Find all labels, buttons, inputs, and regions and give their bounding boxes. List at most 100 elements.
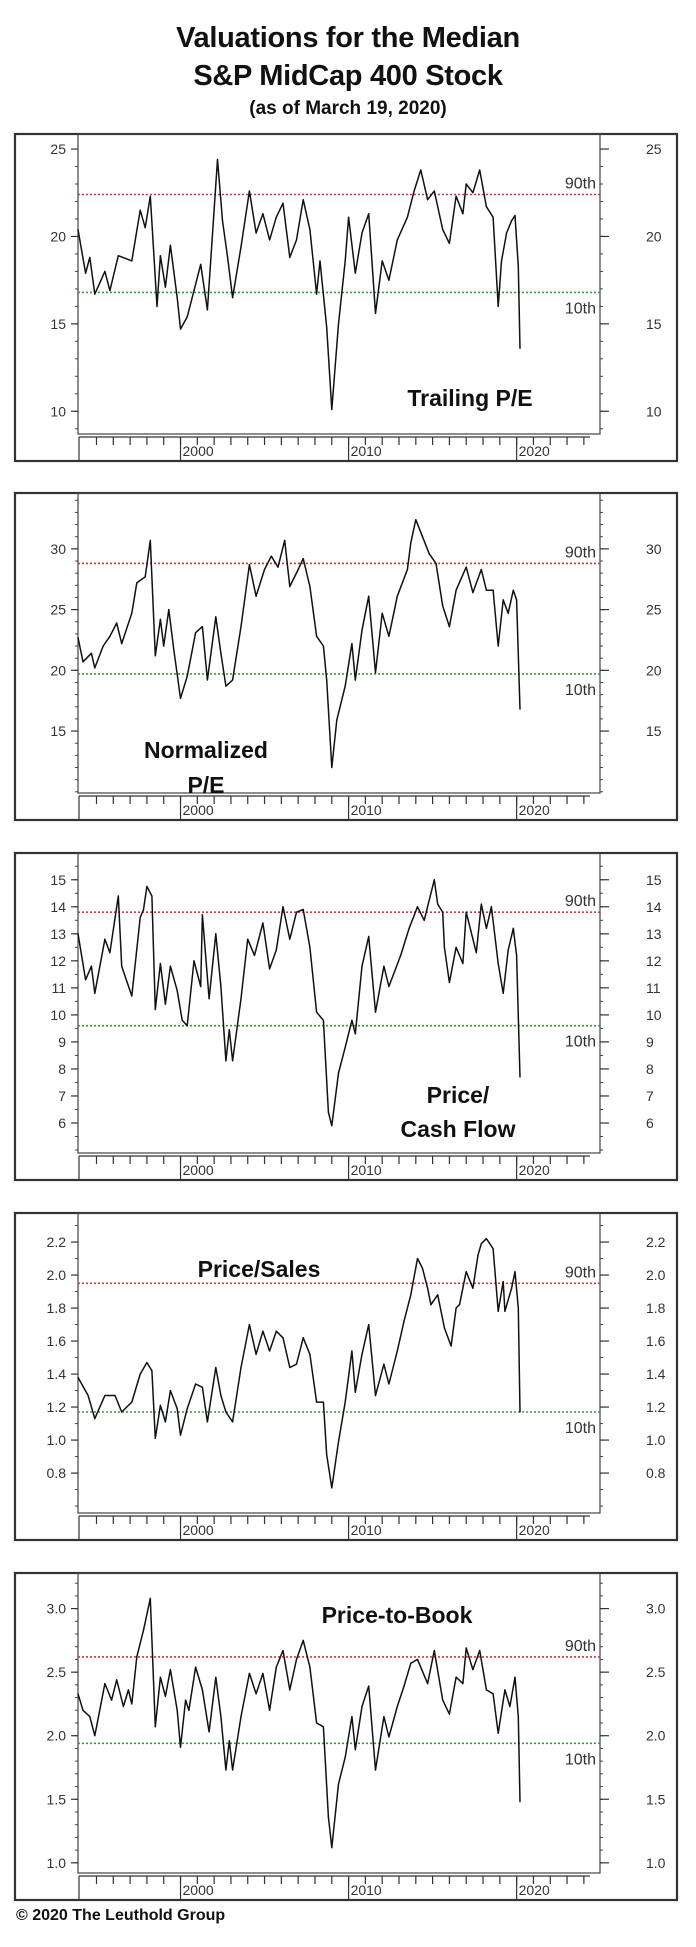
data-point: [188, 1709, 190, 1711]
data-point: [351, 1350, 353, 1352]
data-point: [159, 962, 161, 965]
data-point: [490, 906, 493, 908]
data-point: [396, 1350, 398, 1352]
data-point: [263, 568, 266, 571]
data-point: [282, 202, 284, 204]
y-tick-label-left: 15: [50, 723, 66, 739]
data-point: [354, 1033, 356, 1035]
data-point: [347, 216, 350, 218]
data-point: [479, 169, 481, 171]
data-point: [462, 962, 464, 965]
data-point: [159, 618, 161, 620]
data-point: [221, 220, 224, 222]
y-tick-label-right: 9: [646, 1034, 654, 1050]
data-point: [159, 255, 161, 257]
data-point: [337, 1783, 340, 1785]
data-point: [179, 697, 182, 699]
data-point: [516, 954, 518, 957]
x-tick-label: 2020: [519, 1882, 550, 1898]
y-tick-label-left: 12: [50, 953, 66, 969]
data-point: [232, 1060, 234, 1062]
data-point: [206, 1421, 209, 1423]
chart-panel-3: 6 6 7 7 8 8 9 9 10 10 11 11 12 12 13 13 14 14 15 15 2000 2010…: [13, 851, 679, 1182]
chart-panel-4: 0.8 0.8 1.0 1.0 1.2 1.2 1.4 1.4 1.6 1.6 1.8 1.8 2.0 2…: [13, 1211, 679, 1542]
data-point: [277, 566, 279, 568]
data-point: [507, 949, 509, 951]
plot-area: [77, 1212, 601, 1514]
y-tick-label-right: 7: [646, 1088, 654, 1104]
data-point: [344, 1046, 346, 1048]
data-point: [351, 643, 353, 645]
data-point: [89, 256, 91, 259]
data-point: [450, 1345, 452, 1347]
y-tick-label-left: 10: [50, 403, 66, 419]
y-tick-label-left: 2.5: [47, 1664, 67, 1680]
data-point: [337, 1072, 340, 1074]
data-point: [421, 536, 424, 538]
data-point: [275, 216, 277, 218]
data-point: [216, 158, 219, 161]
y-tick-label-right: 2.5: [646, 1664, 666, 1680]
data-point: [151, 895, 153, 897]
data-point: [225, 685, 227, 687]
y-tick-label-left: 14: [50, 899, 66, 915]
data-point: [331, 1487, 333, 1489]
data-point: [94, 1735, 96, 1737]
data-point: [149, 539, 151, 541]
data-point: [433, 190, 435, 192]
x-tick-label: 2010: [351, 1882, 382, 1898]
data-point: [351, 1019, 353, 1021]
chart-label: Normalized: [144, 737, 268, 763]
data-point: [492, 216, 494, 218]
data-point: [232, 1421, 234, 1423]
plot-area: [77, 492, 601, 794]
data-point: [84, 272, 87, 274]
data-point: [472, 1287, 474, 1289]
percentile-label-10th: 10th: [565, 1751, 596, 1768]
y-tick-label-left: 1.0: [47, 1432, 67, 1448]
data-point: [176, 1709, 178, 1711]
data-point: [443, 946, 445, 948]
data-point: [421, 1267, 424, 1270]
y-tick-label-right: 0.8: [646, 1465, 666, 1481]
data-point: [502, 992, 504, 994]
x-tick-label: 2010: [351, 1162, 382, 1178]
data-point: [94, 667, 96, 669]
data-point: [253, 954, 256, 957]
y-tick-label-right: 1.8: [646, 1300, 666, 1316]
data-point: [514, 1676, 516, 1678]
y-tick-label-right: 10: [646, 1007, 662, 1023]
data-point: [396, 595, 398, 597]
percentile-label-90th: 90th: [565, 544, 596, 561]
data-point: [104, 1394, 106, 1397]
data-point: [248, 564, 251, 566]
data-point: [388, 1383, 390, 1385]
data-point: [512, 927, 514, 930]
percentile-label-90th: 90th: [565, 1264, 596, 1281]
data-point: [327, 1816, 330, 1818]
data-point: [361, 1353, 363, 1355]
data-point: [374, 672, 377, 674]
data-point: [361, 232, 363, 234]
data-point: [344, 1756, 346, 1758]
data-point: [109, 635, 111, 637]
data-point: [240, 1716, 242, 1718]
data-point: [159, 1404, 161, 1407]
data-point: [232, 297, 234, 299]
data-point: [442, 605, 444, 607]
data-point: [144, 227, 146, 229]
data-point: [302, 199, 304, 201]
data-point: [485, 589, 487, 591]
data-point: [116, 1679, 118, 1681]
data-point: [201, 626, 203, 628]
data-point: [497, 645, 499, 647]
data-point: [374, 1011, 377, 1013]
data-point: [104, 270, 106, 273]
data-point: [121, 965, 123, 967]
data-point: [169, 1669, 172, 1671]
data-point: [354, 1749, 356, 1751]
data-point: [443, 1327, 445, 1329]
data-point: [448, 981, 451, 984]
data-point: [82, 661, 84, 663]
data-point: [326, 1454, 328, 1456]
